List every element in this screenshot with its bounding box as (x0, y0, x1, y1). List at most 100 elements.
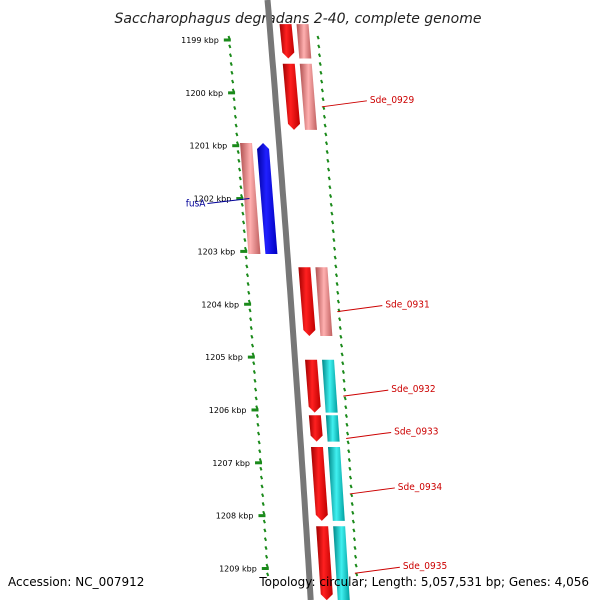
right-track-dot (322, 114, 326, 119)
gene-label-leader (343, 389, 389, 397)
right-track-dot (334, 273, 339, 278)
right-track-dot (327, 176, 331, 181)
left-track-dot (250, 334, 254, 339)
left-track-dot (239, 185, 243, 190)
gene-arrow[interactable] (305, 359, 321, 413)
gene-feature-block[interactable] (333, 526, 350, 600)
right-track-dot (341, 370, 345, 374)
gene-arrow[interactable] (282, 63, 301, 130)
gene-label-leader (354, 566, 400, 574)
kbp-tick-label: 1204 kbp (201, 300, 239, 309)
right-track-dot (339, 343, 344, 348)
right-track-dot (343, 396, 347, 401)
left-track-dot (246, 282, 250, 286)
right-track-dot (340, 352, 344, 357)
gene-label-leader (321, 100, 367, 108)
left-track-dot (229, 62, 233, 66)
right-track-dot (327, 167, 331, 172)
right-track-dot (338, 326, 342, 330)
left-track-dot (244, 255, 248, 260)
right-track-dot (336, 290, 340, 295)
left-track-dot (230, 70, 234, 75)
gene-feature-block[interactable] (299, 63, 318, 130)
right-track-dot (341, 361, 345, 366)
left-track-dot (250, 343, 255, 348)
genome-backbone (264, 0, 314, 600)
left-track-dot (263, 528, 267, 533)
left-track-dot (238, 176, 242, 181)
left-track-dot (245, 273, 250, 278)
right-track-dot (349, 484, 353, 489)
gene-label-leader (337, 305, 383, 313)
right-track-dot (320, 79, 324, 84)
gene-feature-block[interactable] (240, 143, 261, 255)
gene-arrow[interactable] (279, 24, 295, 59)
right-track-dot (326, 158, 330, 163)
right-track-dot (317, 53, 322, 58)
gene-arrow[interactable] (308, 415, 323, 442)
left-track-dot (251, 352, 255, 357)
right-track-dot (316, 35, 320, 40)
right-track-dot (325, 150, 329, 154)
gene-label[interactable]: Sde_0931 (385, 300, 429, 311)
gene-feature-block[interactable] (325, 415, 340, 442)
left-track-dot (255, 414, 259, 418)
left-track-dot (238, 167, 242, 172)
right-track-dot (348, 475, 353, 480)
left-track-dot (266, 572, 270, 577)
kbp-tick-label: 1202 kbp (194, 195, 232, 204)
right-track-dot (352, 528, 356, 533)
gene-arrow[interactable] (298, 267, 316, 336)
left-track-dot (228, 53, 233, 58)
left-track-dot (256, 422, 260, 427)
gene-label-leader (346, 431, 392, 439)
left-track-dot (261, 493, 265, 498)
left-track-dot (259, 466, 263, 471)
left-track-dot (263, 537, 268, 542)
right-track-dot (342, 378, 346, 383)
right-track-dot (344, 405, 348, 410)
left-track-dot (237, 158, 241, 163)
left-track-dot (243, 238, 247, 242)
right-track-dot (319, 70, 323, 75)
left-track-dot (228, 44, 232, 49)
left-track-dot (261, 502, 265, 506)
right-track-dot (354, 563, 358, 568)
right-track-dot (317, 44, 321, 49)
gene-arrow[interactable] (257, 143, 278, 255)
kbp-axis: 1199 kbp 1200 kbp 1201 kbp 1202 kbp 1203 kbp… (181, 36, 269, 574)
gene-arrow[interactable] (310, 446, 328, 521)
gene-label[interactable]: Sde_0934 (398, 482, 443, 493)
left-track-dot (249, 326, 253, 330)
gene-feature-block[interactable] (327, 446, 345, 521)
gene-arrow[interactable] (316, 526, 333, 600)
left-track-dot (258, 449, 262, 454)
right-track-dot (353, 546, 357, 550)
left-track-dot (253, 378, 257, 383)
gene-feature-block[interactable] (315, 267, 333, 336)
left-track-dot (245, 264, 249, 269)
right-track-dot (351, 510, 355, 515)
left-dotted-track (227, 35, 270, 577)
gene-feature-block[interactable] (322, 359, 338, 413)
right-track-dot (320, 88, 324, 93)
left-track-dot (262, 519, 266, 524)
right-track-dot (346, 431, 350, 436)
left-track-dot (241, 211, 245, 216)
left-track-dot (242, 220, 246, 225)
left-track-dot (257, 431, 261, 436)
right-track-dot (328, 185, 332, 190)
gene-label[interactable]: Sde_0935 (403, 561, 447, 572)
kbp-tick-label: 1206 kbp (209, 406, 247, 415)
gene-label[interactable]: Sde_0932 (391, 384, 435, 395)
gene-label[interactable]: Sde_0929 (370, 95, 415, 106)
left-track-dot (244, 246, 248, 251)
gene-label[interactable]: Sde_0933 (394, 426, 438, 437)
right-track-dot (333, 255, 337, 260)
map-title: Saccharophagus degradans 2-40, complete … (115, 11, 482, 27)
gene-feature-block[interactable] (296, 24, 312, 59)
left-track-dot (240, 202, 244, 207)
left-track-dot (258, 458, 262, 462)
gene-label[interactable]: fusA (186, 199, 207, 210)
gene-label-leader (207, 198, 250, 205)
